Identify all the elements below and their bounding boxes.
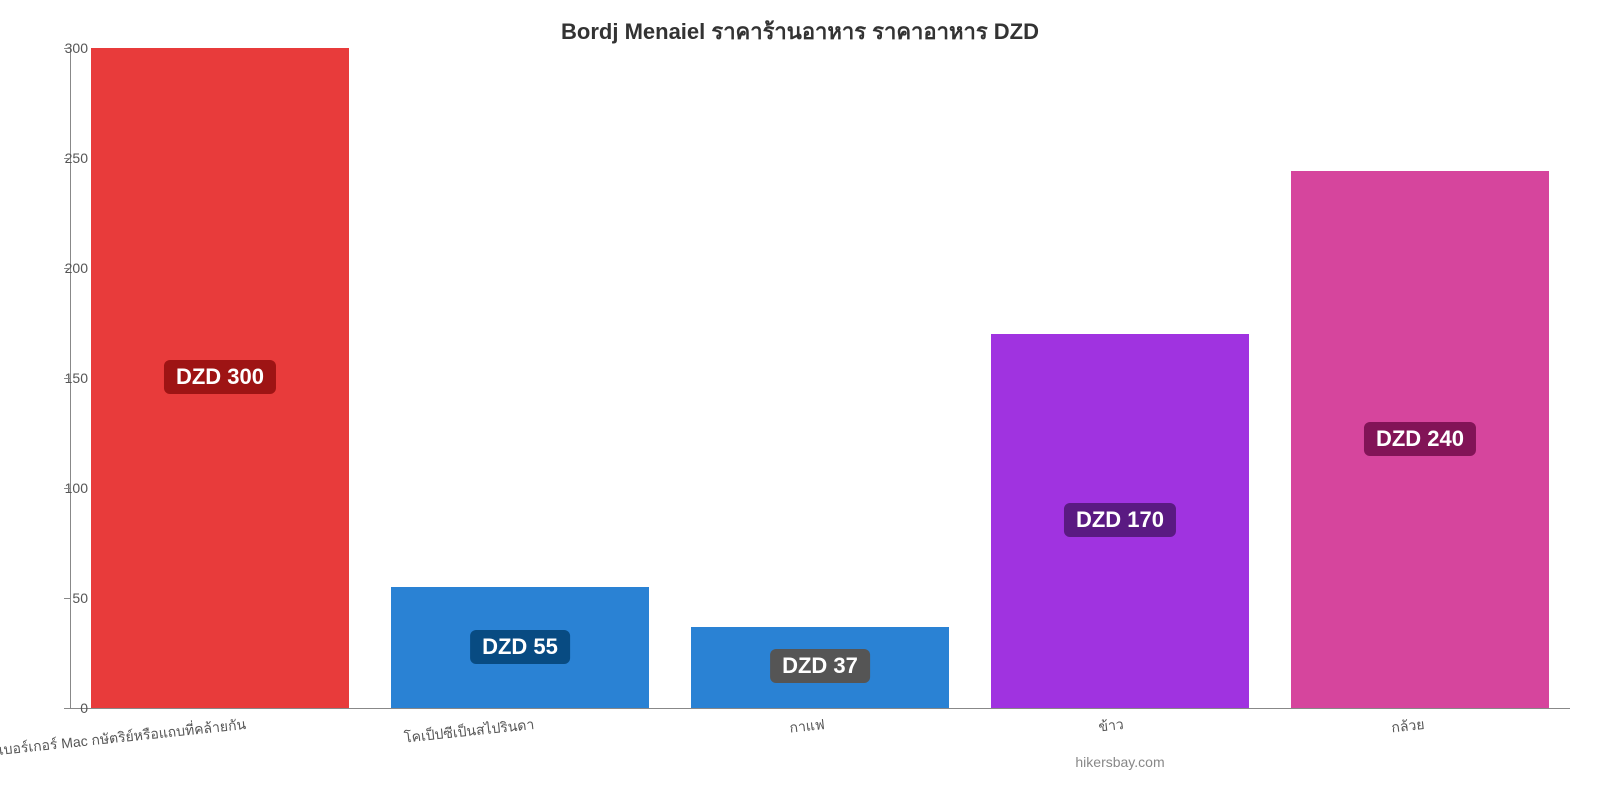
y-tick-mark (64, 378, 70, 379)
y-tick-label: 150 (28, 370, 88, 386)
plot-area: DZD 300 DZD 55 DZD 37 DZD 170 DZD 240 (70, 48, 1570, 708)
y-tick-label: 300 (28, 40, 88, 56)
x-tick-label: ข้าว (1097, 714, 1124, 739)
attribution-text: hikersbay.com (1075, 754, 1164, 770)
x-tick-label: โคเป็ปซีเป็นสไปรินดา (403, 714, 535, 750)
y-tick-mark (64, 488, 70, 489)
y-tick-label: 200 (28, 260, 88, 276)
x-tick-label: เบอร์เกอร์ Mac กษัตริย์หรือแถบที่คล้ายกั… (0, 714, 247, 762)
x-tick-label: กล้วย (1390, 714, 1425, 739)
y-tick-label: 100 (28, 480, 88, 496)
bar-value-badge: DZD 300 (164, 360, 276, 394)
y-tick-mark (64, 598, 70, 599)
y-tick-label: 50 (28, 590, 88, 606)
bar-value-badge: DZD 240 (1364, 422, 1476, 456)
x-axis-line (70, 708, 1570, 709)
y-tick-label: 250 (28, 150, 88, 166)
y-tick-mark (64, 268, 70, 269)
y-tick-label: 0 (28, 700, 88, 716)
y-tick-mark (64, 708, 70, 709)
bar-value-badge: DZD 55 (470, 630, 570, 664)
bar-value-badge: DZD 170 (1064, 503, 1176, 537)
bar-value-badge: DZD 37 (770, 649, 870, 683)
y-tick-mark (64, 158, 70, 159)
chart-title: Bordj Menaiel ราคาร้านอาหาร ราคาอาหาร DZ… (0, 0, 1600, 53)
y-tick-mark (64, 48, 70, 49)
chart-container: Bordj Menaiel ราคาร้านอาหาร ราคาอาหาร DZ… (0, 0, 1600, 800)
x-tick-label: กาแฟ (788, 714, 825, 740)
